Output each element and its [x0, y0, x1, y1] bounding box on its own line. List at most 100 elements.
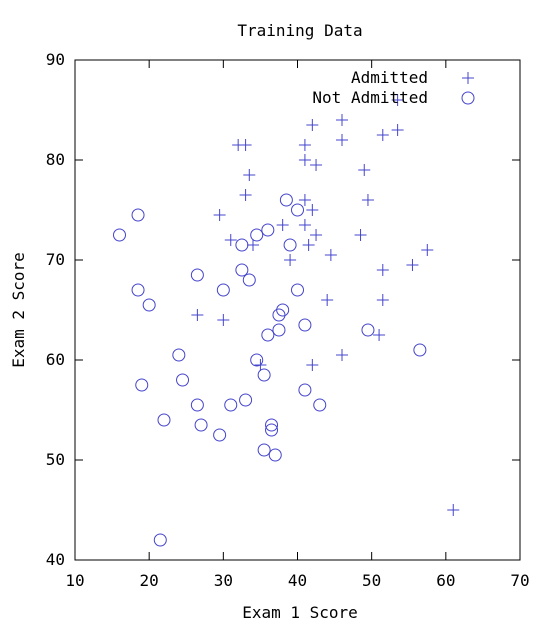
admitted-point [306, 359, 319, 371]
plot-area: 10 20 30 40 50 60 70 40 50 60 70 80 90 [46, 50, 530, 590]
not-admitted-point [235, 263, 249, 277]
admitted-point [298, 194, 311, 206]
x-tick-label: 50 [362, 571, 381, 590]
admitted-point [239, 139, 252, 151]
not-admitted-point [298, 318, 312, 332]
x-tick-label: 30 [214, 571, 233, 590]
x-tick-label: 70 [510, 571, 529, 590]
admitted-point [321, 294, 334, 306]
not-admitted-point [279, 193, 293, 207]
admitted-point [391, 124, 404, 136]
not-admitted-point [261, 223, 275, 237]
admitted-point [391, 94, 404, 106]
not-admitted-point [361, 323, 375, 337]
not-admitted-point [113, 228, 126, 242]
admitted-point [224, 234, 237, 246]
x-tick-label: 60 [436, 571, 455, 590]
admitted-point [358, 164, 371, 176]
admitted-point [302, 239, 315, 251]
admitted-point [336, 114, 348, 126]
admitted-point [298, 139, 311, 151]
admitted-point [361, 194, 374, 206]
admitted-point [354, 229, 367, 241]
admitted-point [336, 349, 348, 361]
admitted-point [276, 219, 289, 231]
admitted-point [376, 129, 389, 141]
not-admitted-point [291, 203, 304, 217]
series-plus [191, 94, 460, 516]
x-tick-label: 40 [288, 571, 307, 590]
not-admitted-point [250, 228, 264, 242]
plot-frame [74, 59, 521, 561]
admitted-point [298, 219, 311, 231]
admitted-point [306, 204, 319, 216]
not-admitted-point [265, 423, 279, 437]
legend-label-circle: Not Admitted [312, 88, 428, 107]
admitted-point [447, 504, 460, 516]
y-tick-label: 70 [46, 250, 65, 269]
not-admitted-point [268, 448, 282, 462]
not-admitted-point [283, 238, 297, 252]
x-axis-title: Exam 1 Score [242, 603, 358, 622]
admitted-point [373, 329, 386, 341]
admitted-point [239, 189, 252, 201]
not-admitted-point [176, 373, 190, 387]
not-admitted-point [272, 323, 286, 337]
series-circle [113, 193, 427, 547]
admitted-point [213, 209, 226, 221]
admitted-point [284, 254, 297, 266]
not-admitted-point [242, 273, 256, 287]
not-admitted-point [224, 398, 238, 412]
not-admitted-point [131, 283, 145, 297]
not-admitted-point [413, 343, 427, 357]
not-admitted-point [257, 443, 271, 457]
legend-label-plus: Admitted [351, 68, 428, 87]
not-admitted-point [190, 398, 204, 412]
not-admitted-point [272, 308, 286, 322]
not-admitted-point [250, 353, 264, 367]
admitted-point [324, 249, 337, 261]
not-admitted-point [261, 328, 275, 342]
y-tick-label: 60 [46, 350, 65, 369]
not-admitted-point [291, 283, 304, 297]
admitted-point [217, 314, 230, 326]
admitted-point [191, 309, 204, 321]
admitted-point [243, 169, 256, 181]
not-admitted-point [213, 428, 227, 442]
y-tick-label: 50 [46, 450, 65, 469]
not-admitted-point [265, 418, 279, 432]
y-tick-label: 40 [46, 550, 65, 569]
chart-title: Training Data [237, 21, 362, 40]
not-admitted-point [190, 268, 204, 282]
admitted-point [298, 154, 311, 166]
x-tick-label: 20 [140, 571, 159, 590]
y-tick-label: 80 [46, 150, 65, 169]
admitted-point [310, 229, 323, 241]
not-admitted-point [276, 303, 290, 317]
y-tick-label: 90 [46, 50, 65, 69]
legend-circle-marker [461, 91, 475, 105]
not-admitted-point [313, 398, 327, 412]
not-admitted-point [298, 383, 312, 397]
admitted-point [336, 134, 348, 146]
not-admitted-point [153, 533, 167, 547]
not-admitted-point [235, 238, 249, 252]
admitted-point [310, 159, 323, 171]
not-admitted-point [142, 298, 156, 312]
admitted-point [306, 119, 319, 131]
not-admitted-point [172, 348, 186, 362]
admitted-point [376, 264, 389, 276]
x-tick-label: 10 [65, 571, 84, 590]
admitted-point [421, 244, 434, 256]
not-admitted-point [157, 413, 171, 427]
admitted-point [406, 259, 419, 271]
not-admitted-point [239, 393, 253, 407]
not-admitted-point [194, 418, 208, 432]
not-admitted-point [216, 283, 230, 297]
admitted-point [247, 239, 259, 251]
y-axis-title: Exam 2 Score [9, 252, 28, 368]
not-admitted-point [131, 208, 145, 222]
admitted-point [376, 294, 389, 306]
